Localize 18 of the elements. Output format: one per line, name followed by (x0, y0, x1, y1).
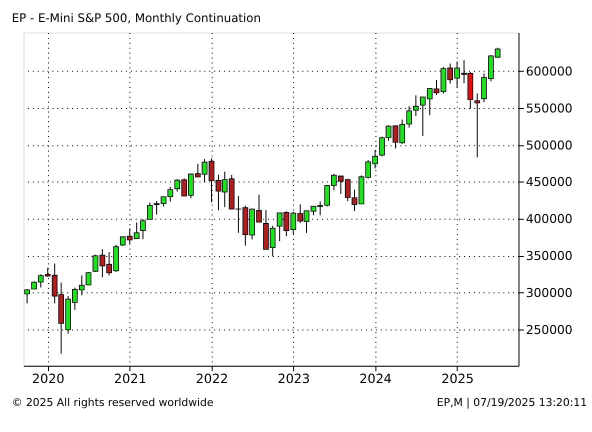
text: EP,M | 07/19/2025 13:20:11 (436, 396, 588, 409)
candlestick (24, 288, 30, 304)
y-tick-label: 400000 (526, 212, 573, 226)
x-tick-label: 2021 (114, 372, 146, 387)
x-tick-label: 2020 (32, 372, 64, 387)
x-tick-label: 2024 (359, 372, 392, 387)
y-tick-label: 500000 (526, 138, 573, 152)
x-tick-label: 2025 (441, 372, 474, 387)
y-tick-label: 300000 (526, 286, 573, 300)
y-tick-label: 250000 (526, 323, 573, 338)
y-tick-label: 600000 (526, 64, 573, 78)
x-tick-label: 2023 (278, 372, 310, 387)
text: © 2025 All rights reserved worldwide (12, 396, 214, 409)
x-tick-label: 2022 (196, 372, 228, 387)
y-tick-label: 450000 (526, 175, 573, 190)
y-tick-label: 550000 (526, 101, 573, 116)
chart-title: EP - E-Mini S&P 500, Monthly Continuation (12, 10, 261, 25)
y-tick-label: 350000 (526, 249, 573, 264)
